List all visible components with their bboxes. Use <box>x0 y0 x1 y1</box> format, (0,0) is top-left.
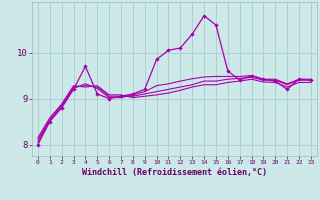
X-axis label: Windchill (Refroidissement éolien,°C): Windchill (Refroidissement éolien,°C) <box>82 168 267 177</box>
